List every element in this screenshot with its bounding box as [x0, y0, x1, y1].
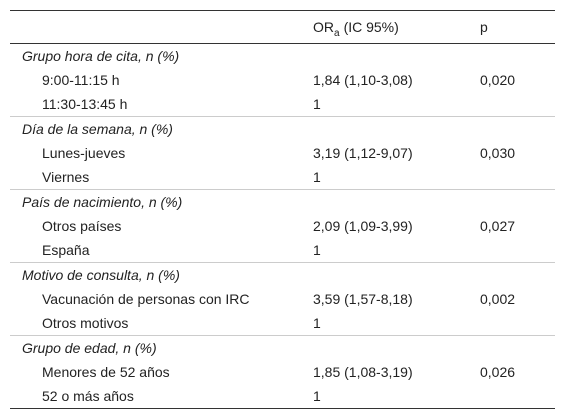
row-label: Lunes-jueves [42, 145, 126, 161]
header-or: ORa (IC 95%) [313, 10, 480, 44]
item-row: Otros motivos 1 [10, 311, 555, 336]
table-body: Grupo hora de cita, n (%) 9:00-11:15 h 1,8… [10, 44, 555, 409]
row-p-empty [480, 92, 555, 117]
row-label: Otros países [42, 218, 122, 234]
row-p: 0,020 [480, 72, 516, 88]
item-row: 11:30-13:45 h 1 [10, 92, 555, 117]
row-or: 2,09 (1,09-3,99) [313, 218, 413, 234]
row-or: 1 [313, 96, 321, 112]
header-empty [10, 10, 313, 44]
group-row: Grupo hora de cita, n (%) [10, 44, 555, 69]
row-label: España [42, 242, 90, 258]
row-p-empty [480, 384, 555, 409]
group-row: Grupo de edad, n (%) [10, 335, 555, 360]
item-row: Vacunación de personas con IRC 3,59 (1,57… [10, 287, 555, 311]
group-row: País de nacimiento, n (%) [10, 189, 555, 214]
row-or: 1,84 (1,10-3,08) [313, 72, 413, 88]
row-or: 1 [313, 315, 321, 331]
row-label: Vacunación de personas con IRC [42, 291, 250, 307]
row-p: 0,030 [480, 145, 516, 161]
row-or: 1 [313, 169, 321, 185]
table-container: ORa (IC 95%) p Grupo hora de cita, n (%) 9… [10, 10, 555, 409]
results-table: ORa (IC 95%) p Grupo hora de cita, n (%) 9… [10, 10, 555, 409]
row-or: 1 [313, 384, 480, 409]
or-rest: (IC 95%) [343, 19, 399, 35]
group-title: Día de la semana, n (%) [10, 116, 555, 141]
item-row: Menores de 52 años 1,85 (1,08-3,19) 0,026 [10, 360, 555, 384]
item-row: Viernes 1 [10, 165, 555, 190]
item-row: España 1 [10, 238, 555, 263]
group-row: Motivo de consulta, n (%) [10, 262, 555, 287]
header-row: ORa (IC 95%) p [10, 10, 555, 44]
item-row: 52 o más años 1 [10, 384, 555, 409]
or-sub: a [334, 28, 340, 39]
header-p: p [480, 10, 555, 44]
row-p: 0,027 [480, 218, 516, 234]
row-p-empty [480, 311, 555, 336]
row-label: Menores de 52 años [42, 364, 170, 380]
row-p: 0,026 [480, 364, 516, 380]
item-row: 9:00-11:15 h 1,84 (1,10-3,08) 0,020 [10, 68, 555, 92]
row-p: 0,002 [480, 291, 516, 307]
item-row: Lunes-jueves 3,19 (1,12-9,07) 0,030 [10, 141, 555, 165]
row-p-empty [480, 165, 555, 190]
or-base: OR [313, 19, 334, 35]
group-title: País de nacimiento, n (%) [10, 189, 555, 214]
item-row: Otros países 2,09 (1,09-3,99) 0,027 [10, 214, 555, 238]
group-row: Día de la semana, n (%) [10, 116, 555, 141]
row-label: Otros motivos [42, 315, 129, 331]
row-label: 11:30-13:45 h [42, 96, 128, 112]
row-or: 1,85 (1,08-3,19) [313, 364, 413, 380]
row-p-empty [480, 238, 555, 263]
row-or: 3,19 (1,12-9,07) [313, 145, 413, 161]
row-or: 3,59 (1,57-8,18) [313, 291, 413, 307]
row-label: 9:00-11:15 h [42, 72, 120, 88]
group-title: Motivo de consulta, n (%) [10, 262, 555, 287]
row-or: 1 [313, 242, 321, 258]
group-title: Grupo de edad, n (%) [10, 335, 555, 360]
row-label: Viernes [42, 169, 90, 185]
group-title: Grupo hora de cita, n (%) [22, 48, 180, 64]
row-label: 52 o más años [10, 384, 313, 409]
